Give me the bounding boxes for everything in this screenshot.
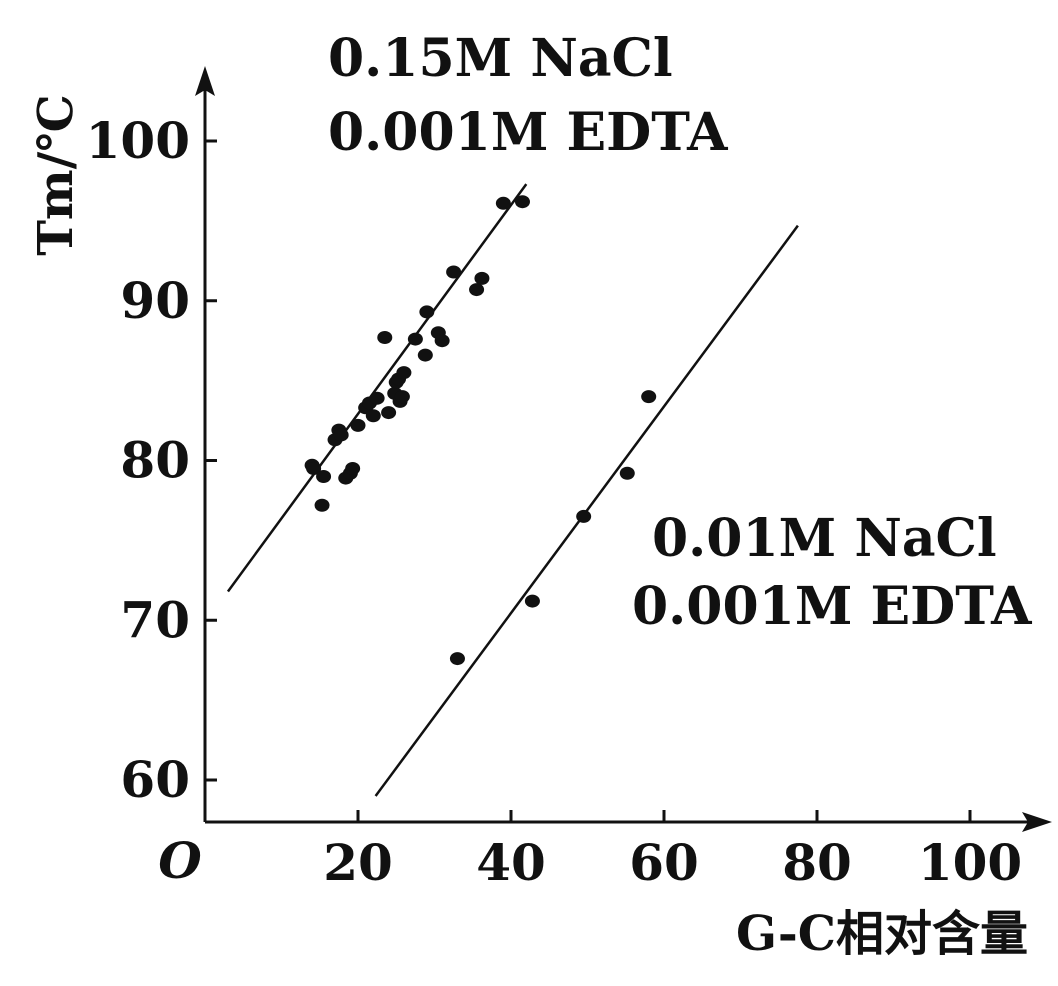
data-point-series-1 [514,195,530,209]
data-point-series-1 [316,469,332,483]
data-point-series-1 [495,196,511,210]
x-tick-label: 60 [629,833,699,892]
data-point-series-2 [619,466,635,480]
x-axis-label: G-C相对含量 [736,906,1028,962]
data-point-series-1 [306,461,322,475]
data-point-series-1 [407,332,423,346]
data-point-series-2 [576,509,592,523]
annotation-high-salt-line2: 0.001M EDTA [328,102,728,163]
data-point-series-2 [449,652,465,666]
y-axis-arrow-icon [195,66,215,96]
y-tick-label: 90 [120,271,190,330]
data-point-series-1 [469,283,485,297]
fit-line-series-1 [226,183,528,593]
data-point-series-1 [369,391,385,405]
data-point-series-1 [365,409,381,423]
y-axis-label: Tm/℃ [28,94,84,256]
data-point-series-2 [641,390,657,404]
y-tick-label: 100 [86,111,190,170]
data-point-series-1 [345,461,361,475]
y-tick-label: 70 [120,590,190,649]
x-tick-label: 40 [476,833,546,892]
data-point-series-1 [419,305,435,319]
x-tick-label: 100 [918,833,1022,892]
data-point-series-1 [396,366,412,380]
data-point-series-1 [333,428,349,442]
data-point-series-1 [474,271,490,285]
data-point-series-1 [394,390,410,404]
annotation-low-salt-line2: 0.001M EDTA [632,576,1032,637]
x-tick-label: 80 [782,833,852,892]
axis-ticks: 20 40 60 80 100 60 70 80 90 100 [86,111,1023,892]
data-point-series-1 [417,348,433,362]
data-point-series-1 [446,265,462,279]
annotation-low-salt-line1: 0.01M NaCl [652,508,997,569]
data-point-series-1 [434,334,450,348]
x-axis-arrow-icon [1022,812,1052,832]
data-point-series-1 [377,330,393,344]
y-tick-label: 80 [120,431,190,490]
fit-lines [226,183,799,797]
data-point-series-1 [350,418,366,432]
data-point-series-2 [524,594,540,608]
annotation-high-salt-line1: 0.15M NaCl [328,28,673,89]
data-points [304,195,657,666]
data-point-series-1 [381,406,397,420]
y-tick-label: 60 [120,750,190,809]
origin-label: O [158,831,202,890]
x-tick-label: 20 [323,833,393,892]
data-point-series-1 [314,498,330,512]
